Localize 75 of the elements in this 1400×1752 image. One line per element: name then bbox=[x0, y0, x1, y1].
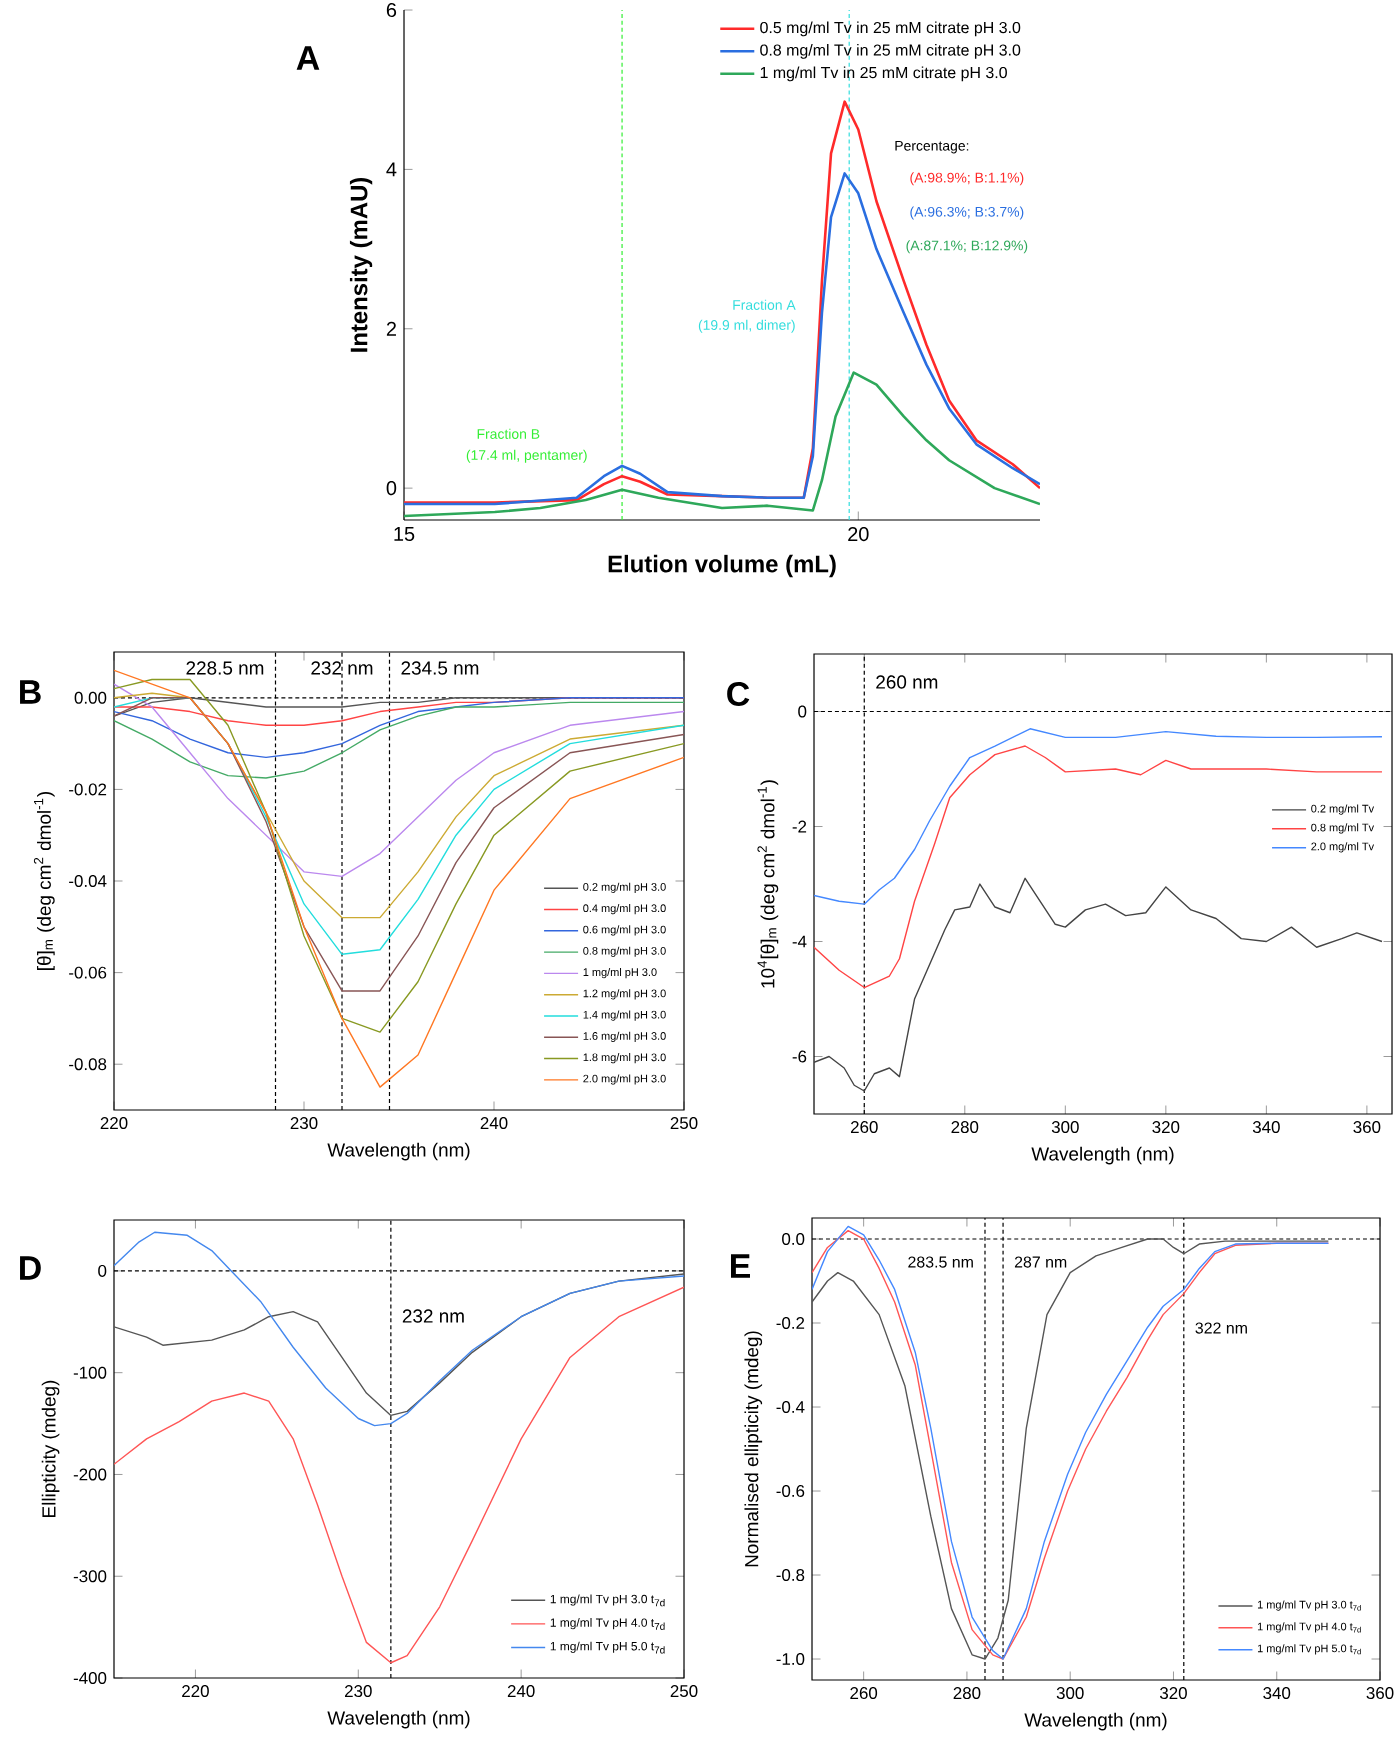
x-tick-label: 260 bbox=[850, 1687, 878, 1700]
line-series bbox=[814, 728, 1383, 905]
y-tick-label: 6 bbox=[386, 2, 397, 18]
y-tick-label: -200 bbox=[73, 1468, 107, 1481]
line-series bbox=[114, 1231, 685, 1427]
text: B bbox=[20, 680, 41, 704]
y-tick-label: 0.00 bbox=[74, 691, 107, 704]
x-tick-label: 340 bbox=[1263, 1687, 1291, 1700]
x-tick-label: 240 bbox=[480, 1117, 508, 1130]
x-tick-label: 240 bbox=[507, 1685, 535, 1698]
x-tick-label: 280 bbox=[953, 1687, 981, 1700]
x-tick-label: 260 bbox=[850, 1121, 878, 1134]
y-tick-label: -0.08 bbox=[69, 1058, 107, 1071]
y-tick-label: -0.04 bbox=[69, 875, 107, 887]
y-tick-label: -400 bbox=[73, 1672, 107, 1685]
x-tick-label: 280 bbox=[951, 1121, 979, 1134]
y-tick-label: -0.4 bbox=[776, 1401, 805, 1414]
x-tick-label: 300 bbox=[1056, 1687, 1084, 1700]
y-tick-label: -0.2 bbox=[776, 1317, 805, 1330]
text: E bbox=[730, 1254, 750, 1278]
x-tick-label: 360 bbox=[1366, 1687, 1394, 1700]
x-tick-label: 15 bbox=[394, 527, 415, 541]
ref-line-label: 232 nm bbox=[402, 1309, 464, 1323]
y-tick-label: 2 bbox=[386, 321, 396, 336]
y-tick-label: 0.0 bbox=[782, 1233, 805, 1245]
y-tick-label: -1.0 bbox=[776, 1653, 805, 1666]
text: D bbox=[20, 1256, 41, 1280]
y-tick-label: 0 bbox=[98, 1264, 107, 1277]
y-axis-title: [θ]$_{m}$ (deg cm$^{2}$ dmol$^{-1}$) bbox=[33, 791, 55, 970]
ref-line-label: 232 nm bbox=[311, 661, 373, 675]
ref-line-label: 228.5 nm bbox=[186, 661, 264, 675]
x-axis-title: Wavelength (nm) bbox=[1031, 1146, 1174, 1165]
y-tick-label: -2 bbox=[792, 820, 807, 833]
x-tick-label: 250 bbox=[670, 1117, 698, 1130]
y-axis-title: Normalised ellipticity (mdeg) bbox=[744, 1331, 763, 1567]
x-tick-label: 300 bbox=[1051, 1121, 1079, 1134]
text: 10$^{4}$[θ]$_{m}$ (deg cm$^{2}$ dmol$^{-1}$) bbox=[757, 780, 779, 988]
text: A bbox=[296, 46, 320, 70]
x-tick-label: 220 bbox=[100, 1117, 128, 1130]
x-tick-label: 230 bbox=[290, 1117, 318, 1130]
x-tick-label: 320 bbox=[1152, 1121, 1180, 1134]
x-tick-label: 320 bbox=[1159, 1687, 1187, 1700]
text: C bbox=[727, 682, 750, 707]
x-axis-title: Wavelength (nm) bbox=[1024, 1712, 1167, 1731]
y-tick-label: 0 bbox=[386, 481, 397, 496]
x-axis-title: Wavelength (nm) bbox=[327, 1710, 470, 1729]
y-tick-label: 0 bbox=[798, 705, 807, 718]
y-tick-label: -100 bbox=[73, 1366, 107, 1379]
y-tick-label: -0.6 bbox=[776, 1485, 805, 1498]
y-axis-title: Intensity (mAU) bbox=[349, 177, 373, 352]
x-axis-title: Wavelength (nm) bbox=[327, 1142, 470, 1161]
ref-line-label: 260 nm bbox=[876, 675, 938, 689]
line-series bbox=[404, 172, 1040, 506]
x-tick-label: 230 bbox=[345, 1685, 372, 1698]
line-series bbox=[814, 745, 1383, 989]
x-tick-label: 340 bbox=[1252, 1121, 1280, 1134]
line-series bbox=[114, 678, 684, 1033]
x-tick-label: 220 bbox=[182, 1685, 209, 1698]
y-tick-label: -0.02 bbox=[69, 783, 107, 796]
x-tick-label: 20 bbox=[848, 527, 869, 542]
line-series bbox=[114, 1286, 685, 1664]
x-axis-title: Elution volume (mL) bbox=[608, 554, 836, 578]
y-tick-label: -300 bbox=[73, 1570, 107, 1583]
y-tick-label: -4 bbox=[792, 935, 807, 948]
line-series bbox=[114, 697, 684, 759]
y-tick-label: -0.06 bbox=[69, 966, 107, 979]
line-series bbox=[404, 100, 1040, 504]
x-tick-label: 250 bbox=[670, 1685, 698, 1698]
line-series bbox=[114, 701, 684, 779]
y-tick-label: -0.8 bbox=[776, 1569, 805, 1582]
y-tick-label: -6 bbox=[792, 1050, 807, 1063]
x-tick-label: 360 bbox=[1353, 1121, 1381, 1134]
ref-line-label: 234.5 nm bbox=[401, 661, 479, 675]
y-axis-title: Ellipticity (mdeg) bbox=[41, 1380, 60, 1517]
y-tick-label: 4 bbox=[386, 162, 397, 177]
